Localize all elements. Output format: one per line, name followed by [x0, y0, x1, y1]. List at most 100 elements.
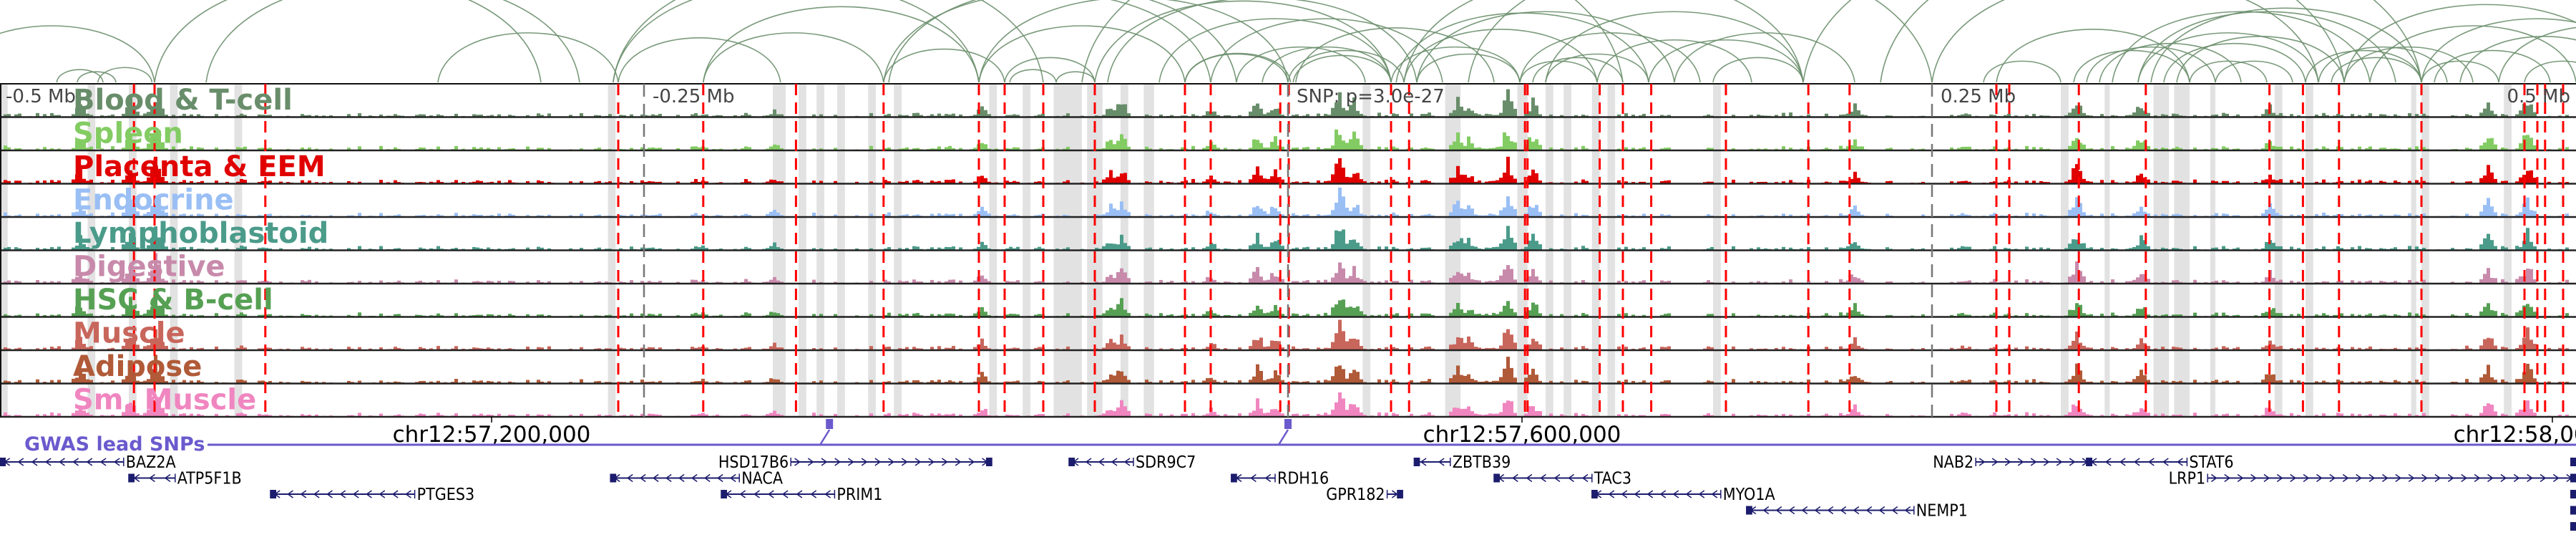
signal-bar: [1467, 375, 1470, 384]
loop-arc: [1468, 0, 1932, 82]
loop-arc: [1010, 69, 1056, 82]
signal-bar: [1270, 340, 1274, 350]
gene-baz2a: BAZ2A: [0, 453, 176, 472]
loop-arc: [2524, 61, 2576, 82]
signal-bar: [1356, 173, 1360, 183]
signal-bar: [1256, 233, 1259, 251]
track-label: Sm. Muscle: [73, 384, 256, 417]
loop-arc: [155, 0, 541, 82]
signal-bar: [1123, 210, 1127, 217]
signal-bar: [1331, 174, 1335, 183]
loop-arc: [1095, 1, 1391, 82]
signal-bar: [1123, 344, 1127, 350]
signal-bar: [1531, 339, 1535, 350]
signal-bar: [1335, 164, 1338, 184]
signal-bar: [1531, 269, 1535, 284]
signal-bar: [2140, 408, 2143, 417]
signal-bar: [2490, 240, 2494, 250]
signal-bar: [2072, 310, 2075, 317]
signal-bar: [1853, 242, 1857, 250]
signal-bar: [2265, 277, 2268, 284]
signal-bar: [2483, 109, 2487, 117]
signal-bar: [1106, 310, 1109, 317]
signal-bar: [2265, 242, 2268, 251]
axis-label: SNP: p=3.0e-27: [1297, 86, 1445, 107]
loop-arc: [884, 49, 1005, 82]
signal-bar: [1113, 208, 1116, 217]
signal-bar: [2140, 370, 2143, 383]
signal-bar: [2526, 228, 2529, 250]
loop-arc: [1404, 29, 1597, 82]
signal-bar: [1456, 132, 1460, 150]
signal-bar: [2490, 310, 2494, 317]
signal-bar: [2526, 269, 2529, 284]
signal-bar: [1345, 110, 1349, 117]
signal-bar: [1113, 144, 1116, 150]
signal-bar: [1853, 172, 1857, 184]
signal-bar: [2487, 165, 2490, 183]
gene-track: BAZ2AATP5F1BPTGES3HSD17B6NACAPRIM1SDR9C7…: [0, 453, 2576, 536]
signal-bar: [1116, 141, 1120, 150]
loop-arc: [438, 33, 618, 82]
track-label: Muscle: [73, 317, 185, 350]
signal-bar: [2136, 277, 2140, 284]
signal-bar: [1467, 137, 1470, 150]
signal-bar: [1850, 244, 1853, 250]
signal-bar: [2529, 170, 2533, 184]
signal-bar: [1510, 101, 1513, 117]
signal-bar: [1463, 409, 1467, 417]
signal-bar: [1460, 274, 1463, 284]
signal-bar: [1342, 168, 1345, 183]
signal-bar: [1356, 243, 1360, 251]
signal-bar: [1503, 132, 1506, 150]
signal-bar: [1853, 303, 1857, 317]
signal-bar: [1453, 375, 1456, 383]
signal-bar: [1463, 244, 1467, 251]
track-label: HSC & B-cell: [73, 284, 273, 317]
gwas-track-label: GWAS lead SNPs: [24, 433, 205, 455]
loop-arc: [2499, 26, 2576, 82]
loop-arc: [1296, 28, 1494, 82]
signal-bar: [1510, 309, 1513, 317]
signal-bar: [2140, 235, 2143, 250]
signal-bar: [1453, 204, 1456, 217]
signal-bar: [2519, 310, 2522, 317]
signal-bar: [2487, 365, 2490, 383]
signal-bar: [1499, 377, 1503, 384]
signal-bar: [1120, 235, 1123, 251]
signal-bar: [1352, 174, 1356, 184]
signal-bar: [2529, 369, 2533, 383]
signal-bar: [1538, 244, 1542, 250]
signal-bar: [1252, 340, 1256, 350]
signal-bar: [2529, 210, 2533, 217]
signal-bar: [1467, 178, 1470, 184]
signal-bar: [1467, 406, 1470, 417]
signal-bar: [1259, 309, 1263, 317]
signal-bar: [1109, 375, 1113, 384]
signal-bar: [1467, 310, 1470, 317]
signal-bar: [1345, 177, 1349, 183]
loop-arc: [703, 6, 979, 82]
signal-bar: [1510, 368, 1513, 384]
signal-bar: [1259, 337, 1263, 350]
signal-bar: [1109, 339, 1113, 350]
signal-bar: [1270, 243, 1274, 251]
signal-bar: [2140, 143, 2143, 150]
signal-bar: [1531, 208, 1535, 217]
signal-bar: [1345, 410, 1349, 417]
signal-bar: [2519, 110, 2522, 117]
signal-bar: [1274, 341, 1277, 350]
signal-bar: [1467, 238, 1470, 250]
signal-bar: [2490, 173, 2494, 184]
signal-bar: [2072, 341, 2075, 350]
signal-bar: [1123, 105, 1127, 117]
signal-bar: [1456, 303, 1460, 317]
signal-bar: [1331, 244, 1335, 251]
signal-bar: [2529, 339, 2533, 350]
loop-arc: [2074, 51, 2190, 82]
signal-bar: [1456, 97, 1460, 117]
signal-bar: [1256, 140, 1259, 150]
signal-bar: [1120, 173, 1123, 183]
